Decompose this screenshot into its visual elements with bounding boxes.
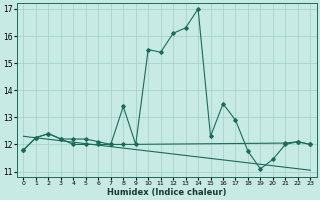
X-axis label: Humidex (Indice chaleur): Humidex (Indice chaleur) [107, 188, 227, 197]
